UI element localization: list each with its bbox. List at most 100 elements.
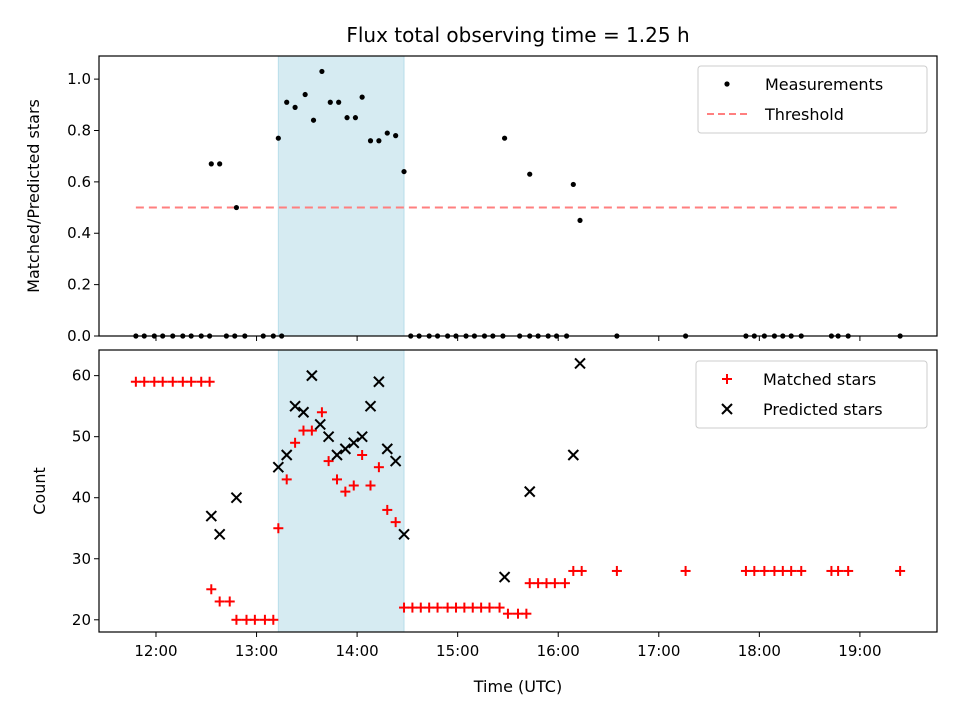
top-y-tick-label: 0.2: [67, 276, 91, 294]
measurement-point: [577, 217, 583, 224]
matched-star-point: [249, 614, 260, 625]
x-tick-label: 18:00: [738, 642, 781, 660]
matched-star-point: [407, 602, 418, 613]
matched-star-point: [568, 565, 579, 576]
predicted-star-point: [314, 418, 326, 431]
predicted-star-point: [398, 528, 410, 541]
predicted-star-point: [306, 369, 318, 382]
matched-star-point: [323, 456, 334, 467]
matched-star-point: [559, 578, 570, 589]
matched-star-point: [740, 565, 751, 576]
matched-star-point: [273, 523, 284, 534]
top-axes-frame: [98, 55, 938, 337]
measurement-point: [319, 68, 325, 75]
bottom-y-tick-label: 30: [72, 550, 91, 568]
matched-star-point: [399, 602, 410, 613]
matched-star-point: [382, 504, 393, 515]
bottom-y-tick-label: 60: [72, 367, 91, 385]
matched-star-point: [130, 376, 141, 387]
matched-star-point: [680, 565, 691, 576]
predicted-star-point: [348, 437, 360, 449]
predicted-star-point: [205, 510, 217, 522]
measurement-point: [359, 94, 365, 100]
top-data-layer: [133, 68, 903, 339]
bottom-y-axis-label: Count: [30, 467, 49, 515]
measurement-point: [302, 91, 308, 98]
predicted-star-point: [281, 449, 293, 461]
x-tick-label: 16:00: [537, 642, 580, 660]
predicted-star-point: [230, 492, 243, 504]
predicted-star-point: [524, 485, 536, 498]
top-y-tick-label: 0.6: [67, 173, 91, 191]
matched-star-point: [442, 602, 453, 613]
measurement-point: [217, 161, 223, 167]
measurement-point: [327, 99, 333, 105]
matched-star-point: [786, 565, 797, 576]
x-tick-label: 19:00: [838, 642, 881, 660]
matched-star-point: [290, 437, 301, 448]
bottom-data-layer: [130, 357, 906, 625]
matched-star-point: [459, 602, 470, 613]
measurement-point: [208, 161, 214, 167]
legend-measurements-marker: [724, 81, 730, 87]
measurement-point: [310, 117, 317, 123]
measurement-point: [292, 104, 298, 110]
matched-star-point: [476, 602, 487, 613]
predicted-star-point: [322, 430, 335, 443]
matched-star-point: [467, 602, 478, 613]
matched-star-point: [306, 425, 317, 436]
matched-star-point: [365, 480, 376, 491]
matched-star-point: [777, 565, 788, 576]
top-y-tick-label: 0.0: [67, 327, 91, 345]
bottom-ticks: 20 30 40 50 60 12:00 13:00 14:00 15:00 16:00 17:00…: [72, 367, 882, 660]
predicted-star-point: [297, 406, 310, 418]
matched-star-point: [390, 517, 401, 528]
legend-matched-label: Matched stars: [763, 370, 876, 389]
matched-star-point: [533, 578, 544, 589]
legend-measurements-label: Measurements: [765, 75, 883, 94]
matched-star-point: [424, 602, 435, 613]
matched-star-point: [833, 565, 844, 576]
matched-star-point: [167, 376, 178, 387]
measurement-point: [393, 133, 399, 139]
top-y-tick-label: 0.4: [67, 224, 91, 242]
measurement-point: [275, 135, 281, 141]
matched-star-point: [759, 565, 770, 576]
predicted-star-point: [389, 455, 402, 467]
predicted-star-point: [213, 528, 226, 541]
measurement-point: [336, 99, 342, 105]
matched-star-point: [450, 602, 461, 613]
matched-star-point: [316, 407, 327, 418]
legend-x-glyph: [721, 403, 733, 415]
matched-star-point: [513, 608, 523, 619]
matched-star-point: [611, 565, 622, 576]
top-y-tick-label: 0.8: [67, 121, 91, 139]
matched-star-point: [521, 608, 532, 619]
predicted-star-point: [364, 400, 377, 412]
top-observing-window: [277, 55, 405, 337]
x-axis-label: Time (UTC): [473, 677, 562, 696]
matched-star-point: [843, 565, 854, 576]
matched-star-point: [157, 376, 168, 387]
top-ticks: 0.0 0.2 0.4 0.6 0.8 1.0: [67, 70, 861, 345]
top-legend-box: [697, 65, 928, 134]
matched-star-point: [484, 602, 495, 613]
legend-predicted-marker: [721, 403, 733, 415]
predicted-star-point: [289, 400, 301, 412]
matched-star-point: [214, 596, 225, 607]
matched-star-point: [186, 376, 197, 387]
predicted-star-point: [381, 443, 393, 455]
predicted-star-point: [272, 461, 285, 473]
legend-matched-marker: [722, 374, 732, 384]
matched-star-point: [149, 376, 160, 387]
bottom-axes-frame: [98, 349, 938, 633]
top-chart-title: Flux total observing time = 1.25 h: [346, 23, 689, 47]
matched-star-point: [357, 449, 368, 460]
matched-star-point: [494, 602, 505, 613]
measurement-point: [501, 135, 508, 141]
x-tick-label: 12:00: [134, 642, 177, 660]
predicted-star-point: [574, 357, 586, 370]
matched-star-point: [576, 565, 587, 576]
matched-star-point: [331, 474, 342, 485]
